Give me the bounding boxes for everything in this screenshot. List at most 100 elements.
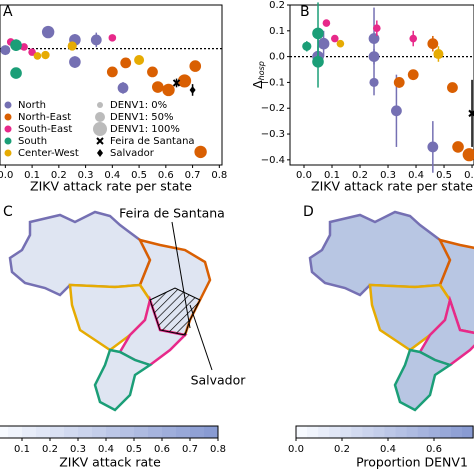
point xyxy=(322,19,331,27)
colorbar-tick-label: 0.0 xyxy=(288,444,304,455)
y-tick-label: 0.1 xyxy=(269,26,285,37)
legend-label: DENV1: 0% xyxy=(110,100,167,111)
point xyxy=(177,74,192,88)
point xyxy=(373,24,381,33)
point xyxy=(447,82,458,93)
colorbar-tick-label: 0.1 xyxy=(14,444,30,455)
point xyxy=(433,49,444,60)
x-tick-label: 0.4 xyxy=(408,170,424,181)
point xyxy=(10,67,22,79)
plot-frame xyxy=(0,4,223,166)
point xyxy=(108,34,117,42)
legend-swatch xyxy=(4,101,12,109)
point xyxy=(312,55,324,68)
colorbar-tick-label: 0.3 xyxy=(70,444,86,455)
point xyxy=(409,34,418,43)
x-tick-label: 0.7 xyxy=(185,170,201,181)
legend-swatch xyxy=(96,137,104,145)
colorbar-tick-label: 0.2 xyxy=(42,444,58,455)
x-tick-label: 0.1 xyxy=(24,170,40,181)
legend-size xyxy=(93,122,107,136)
x-tick-label: 0.5 xyxy=(131,170,147,181)
point xyxy=(33,52,42,60)
legend-swatch xyxy=(4,113,12,121)
legend-size xyxy=(97,102,103,108)
colorbar-step xyxy=(176,426,191,438)
colorbar-step xyxy=(417,426,430,438)
colorbar-step xyxy=(134,426,149,438)
point xyxy=(69,56,81,68)
legend-label: Salvador xyxy=(110,148,155,159)
legend-label: DENV1: 100% xyxy=(110,124,180,135)
point xyxy=(189,85,196,94)
point xyxy=(194,145,207,159)
point xyxy=(20,43,28,51)
colorbar-step xyxy=(162,426,177,438)
point xyxy=(407,69,419,81)
annotation: Salvador xyxy=(191,373,247,388)
point xyxy=(28,48,36,56)
point xyxy=(427,141,439,153)
panel-label: C xyxy=(3,204,13,220)
colorbar-step xyxy=(439,426,452,438)
point xyxy=(117,82,129,94)
point xyxy=(189,60,202,72)
point xyxy=(41,25,55,39)
x-tick-label: 0.3 xyxy=(380,170,396,181)
annotation: Feira de Santana xyxy=(119,206,225,221)
legend-size xyxy=(95,112,105,122)
x-tick-label: 0.8 xyxy=(211,170,227,181)
y-tick-label: −0.2 xyxy=(261,103,285,114)
point xyxy=(369,77,379,88)
colorbar-step xyxy=(340,426,352,438)
point xyxy=(10,39,22,51)
colorbar-tick-label: 0.6 xyxy=(426,444,442,455)
panel-label: B xyxy=(300,4,310,20)
point xyxy=(0,45,11,56)
point xyxy=(331,34,339,43)
point xyxy=(41,50,50,60)
colorbar-step xyxy=(329,426,341,438)
colorbar-step xyxy=(373,426,386,438)
point xyxy=(317,37,330,50)
point xyxy=(90,34,102,46)
point xyxy=(302,41,312,51)
colorbar-tick-label: 0.6 xyxy=(154,444,170,455)
legend-swatch xyxy=(4,149,12,157)
y-tick-label: 0.0 xyxy=(269,52,285,63)
colorbar-step xyxy=(204,426,219,438)
point xyxy=(120,57,132,69)
x-axis-label: ZIKV attack rate per state xyxy=(311,179,473,194)
colorbar-step xyxy=(64,426,79,438)
point xyxy=(336,39,345,48)
legend-label: South xyxy=(18,136,47,147)
colorbar-step xyxy=(362,426,374,438)
colorbar-tick-label: 0.4 xyxy=(98,444,114,455)
panel-label: A xyxy=(3,4,13,20)
x-axis-label: ZIKV attack rate per state xyxy=(30,179,192,194)
point xyxy=(462,148,474,162)
y-tick-label: −0.4 xyxy=(261,155,285,166)
colorbar-tick-label: 0.5 xyxy=(126,444,142,455)
legend-label: South-East xyxy=(18,124,72,135)
point xyxy=(147,66,158,78)
colorbar-tick-label: 0.2 xyxy=(334,444,350,455)
point xyxy=(452,141,464,153)
panel-label: D xyxy=(303,204,314,220)
x-tick-label: 0.1 xyxy=(324,170,340,181)
legend-label: DENV1: 50% xyxy=(110,112,173,123)
x-tick-label: 0.2 xyxy=(51,170,67,181)
legend-swatch xyxy=(4,125,12,133)
point xyxy=(134,54,145,65)
colorbar-step xyxy=(8,426,23,438)
colorbar-step xyxy=(406,426,419,438)
colorbar-step xyxy=(106,426,121,438)
x-tick-label: 0.4 xyxy=(104,170,120,181)
legend-label: North xyxy=(18,100,46,111)
point xyxy=(468,109,474,118)
colorbar-step xyxy=(307,426,319,438)
colorbar-step xyxy=(462,426,474,438)
colorbar-step xyxy=(0,426,9,438)
point xyxy=(67,41,77,51)
